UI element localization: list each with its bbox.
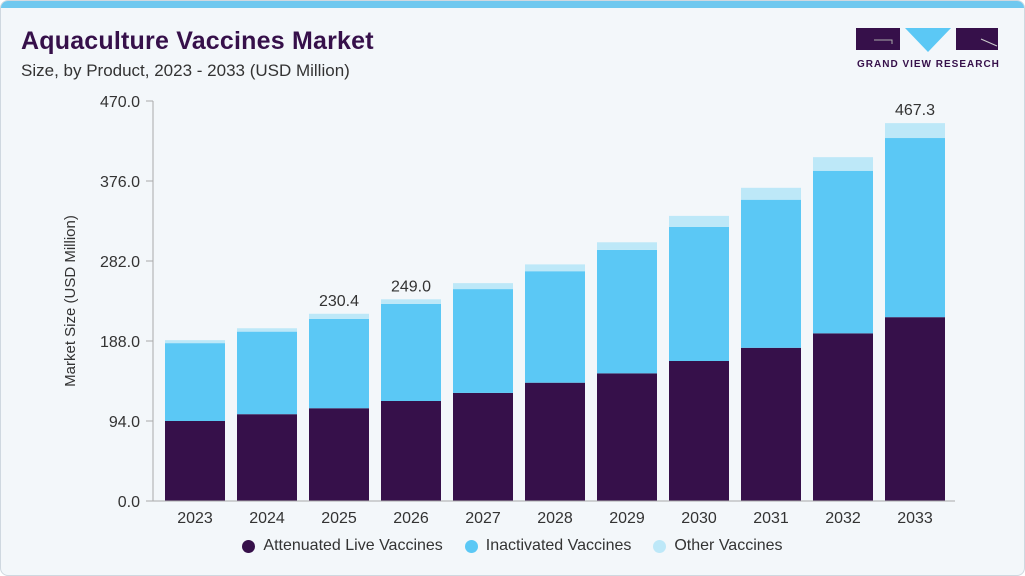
logo-text: GRAND VIEW RESEARCH — [857, 59, 1000, 70]
x-tick-label: 2032 — [825, 510, 861, 527]
bar-segment-attenuated-live-vaccines — [741, 347, 801, 501]
legend-dot-icon — [242, 539, 256, 553]
y-tick-label: 376.0 — [100, 174, 140, 191]
bar-segment-other-vaccines — [669, 215, 729, 227]
bar-segment-inactivated-vaccines — [741, 199, 801, 348]
bar-segment-inactivated-vaccines — [669, 226, 729, 361]
x-tick-label: 2030 — [681, 510, 717, 527]
y-axis-label: Market Size (USD Million) — [62, 215, 79, 387]
bar-segment-attenuated-live-vaccines — [597, 373, 657, 501]
legend-item: Other Vaccines — [653, 537, 783, 555]
bar-segment-inactivated-vaccines — [453, 289, 513, 393]
bar-segment-inactivated-vaccines — [597, 249, 657, 374]
x-tick-label: 2026 — [393, 510, 429, 527]
x-tick-label: 2027 — [465, 510, 501, 527]
legend-item: Attenuated Live Vaccines — [242, 537, 443, 555]
bar-segment-attenuated-live-vaccines — [453, 392, 513, 501]
legend-label: Inactivated Vaccines — [485, 537, 632, 554]
y-tick-label: 470.0 — [100, 94, 140, 111]
bar-segment-other-vaccines — [165, 340, 225, 344]
bar-segment-inactivated-vaccines — [381, 303, 441, 401]
legend-dot-icon — [653, 539, 667, 553]
x-tick-label: 2031 — [753, 510, 789, 527]
legend-label: Attenuated Live Vaccines — [263, 537, 443, 554]
y-tick-label: 0.0 — [118, 494, 140, 511]
x-tick-label: 2024 — [249, 510, 285, 527]
legend: Attenuated Live Vaccines Inactivated Vacc… — [0, 537, 1025, 555]
bar-segment-inactivated-vaccines — [165, 343, 225, 421]
bar-segment-other-vaccines — [525, 264, 585, 272]
legend-label: Other Vaccines — [674, 537, 783, 554]
bar-segment-attenuated-live-vaccines — [885, 317, 945, 501]
bar-segment-attenuated-live-vaccines — [309, 408, 369, 501]
bar-segment-other-vaccines — [741, 187, 801, 200]
bar-segment-inactivated-vaccines — [813, 170, 873, 334]
grand-view-research-logo — [856, 28, 998, 52]
y-tick-label: 188.0 — [100, 334, 140, 351]
x-tick-label: 2023 — [177, 510, 213, 527]
data-label: 467.3 — [895, 102, 935, 119]
legend-dot-icon — [464, 539, 478, 553]
x-tick-label: 2029 — [609, 510, 645, 527]
x-tick-label: 2033 — [897, 510, 933, 527]
bar-segment-inactivated-vaccines — [885, 138, 945, 318]
chart-title: Aquaculture Vaccines Market — [21, 27, 374, 55]
bar-segment-other-vaccines — [885, 123, 945, 139]
data-label: 230.4 — [319, 293, 359, 310]
bar-segment-attenuated-live-vaccines — [237, 414, 297, 501]
x-tick-label: 2028 — [537, 510, 573, 527]
bar-segment-other-vaccines — [309, 313, 369, 319]
bar-segment-other-vaccines — [813, 157, 873, 171]
bar-segment-inactivated-vaccines — [309, 318, 369, 409]
bar-segment-attenuated-live-vaccines — [165, 421, 225, 501]
legend-item: Inactivated Vaccines — [464, 537, 632, 555]
y-tick-label: 94.0 — [109, 414, 140, 431]
bar-segment-attenuated-live-vaccines — [381, 401, 441, 501]
bar-segment-inactivated-vaccines — [525, 271, 585, 383]
accent-bar — [1, 1, 1024, 8]
x-tick-label: 2025 — [321, 510, 357, 527]
bar-segment-attenuated-live-vaccines — [669, 361, 729, 501]
data-label: 249.0 — [391, 278, 431, 295]
y-tick-label: 282.0 — [100, 254, 140, 271]
bar-segment-other-vaccines — [237, 328, 297, 332]
bar-segment-other-vaccines — [597, 242, 657, 250]
chart-subtitle: Size, by Product, 2023 - 2033 (USD Milli… — [21, 61, 350, 80]
bar-segment-inactivated-vaccines — [237, 331, 297, 415]
bar-segment-attenuated-live-vaccines — [525, 382, 585, 501]
bar-segment-other-vaccines — [453, 283, 513, 290]
bar-segment-attenuated-live-vaccines — [813, 333, 873, 501]
bar-segment-other-vaccines — [381, 299, 441, 304]
